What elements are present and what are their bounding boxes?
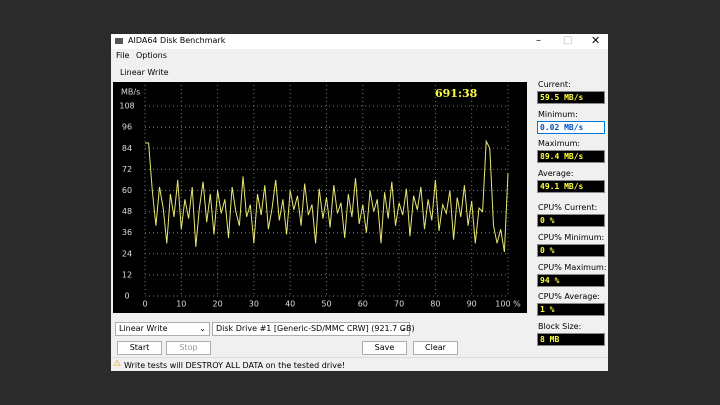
y-tick-label: 12 <box>122 270 132 279</box>
test-select-text: Linear Write <box>119 324 168 333</box>
stat-value: 49.1 MB/s <box>537 179 605 193</box>
dropdown-arrow: ⌄ <box>199 324 206 333</box>
stat-value: 89.4 MB/s <box>537 150 605 164</box>
x-tick-label: 40 <box>285 300 295 309</box>
x-tick-label: 80 <box>430 300 440 309</box>
y-tick-label: 48 <box>122 207 132 216</box>
stat-value: 0 % <box>537 214 605 228</box>
x-tick-label: 70 <box>394 300 404 309</box>
clear-button[interactable]: Clear <box>413 341 458 355</box>
stat-value: 0.02 MB/s <box>537 120 605 134</box>
test-select[interactable]: Linear Write ⌄ <box>115 322 210 336</box>
app-window: AIDA64 Disk Benchmark – □ ✕ File Options… <box>111 34 608 371</box>
stat-label: Average: <box>538 168 574 178</box>
minimize-button[interactable]: – <box>536 35 541 46</box>
y-tick-label: 84 <box>122 144 132 153</box>
close-button[interactable]: ✕ <box>591 34 601 47</box>
stat-label: CPU% Maximum: <box>538 262 607 272</box>
stat-label: Maximum: <box>538 139 581 149</box>
x-tick-label: 100 % <box>495 300 521 309</box>
x-tick-label: 10 <box>176 300 186 309</box>
y-tick-label: 96 <box>122 123 132 132</box>
app-icon <box>115 38 123 44</box>
x-tick-label: 50 <box>321 300 331 309</box>
save-button[interactable]: Save <box>362 341 407 355</box>
maximize-button[interactable]: □ <box>563 35 573 46</box>
drive-select[interactable]: Disk Drive #1 [Generic-SD/MMC CRW] (921.… <box>212 322 415 336</box>
window-title: AIDA64 Disk Benchmark <box>128 36 226 45</box>
tab-label: Linear Write <box>120 68 169 77</box>
warning-icon: ⚠ <box>113 359 122 369</box>
stat-value: 59.5 MB/s <box>537 91 605 104</box>
x-tick-label: 90 <box>467 300 477 309</box>
stat-label: Minimum: <box>538 109 578 119</box>
y-tick-label: 108 <box>119 102 134 111</box>
title-bar: AIDA64 Disk Benchmark – □ ✕ <box>111 34 608 49</box>
stat-label: Block Size: <box>538 321 582 331</box>
start-button[interactable]: Start <box>117 341 162 355</box>
status-bar: ⚠ Write tests will DESTROY ALL DATA on t… <box>111 357 608 372</box>
y-tick-label: 60 <box>122 186 132 195</box>
x-tick-label: 30 <box>249 300 259 309</box>
stat-value: 0 % <box>537 244 605 257</box>
y-tick-label: 72 <box>122 165 132 174</box>
timer: 691:38 <box>435 87 478 100</box>
stop-button[interactable]: Stop <box>166 341 211 355</box>
y-axis-label: MB/s <box>121 88 140 97</box>
drive-select-text: Disk Drive #1 [Generic-SD/MMC CRW] (921.… <box>216 324 415 333</box>
dropdown-arrow: ⌄ <box>399 324 406 333</box>
stat-label: CPU% Current: <box>538 203 598 213</box>
stat-label: CPU% Average: <box>538 292 600 302</box>
status-text: Write tests will DESTROY ALL DATA on the… <box>124 361 346 370</box>
y-tick-label: 24 <box>122 249 132 258</box>
stat-value: 94 % <box>537 273 605 287</box>
x-tick-label: 20 <box>213 300 223 309</box>
stat-value: 8 MB <box>537 332 605 346</box>
menu-item[interactable]: Options <box>136 51 167 60</box>
x-tick-label: 60 <box>358 300 368 309</box>
chart: MB/s 691:38 0 12 24 36 48 60 72 84 96 108 0 10 20 30 4… <box>113 82 527 313</box>
write-speed-line <box>145 139 509 253</box>
y-tick-label: 0 <box>124 292 129 301</box>
stat-value: 1 % <box>537 303 605 317</box>
y-tick-label: 36 <box>122 228 132 237</box>
stat-label: Current: <box>538 80 571 89</box>
x-tick-label: 0 <box>142 300 147 309</box>
stat-label: CPU% Minimum: <box>538 233 605 242</box>
menu-item[interactable]: File <box>116 51 130 60</box>
